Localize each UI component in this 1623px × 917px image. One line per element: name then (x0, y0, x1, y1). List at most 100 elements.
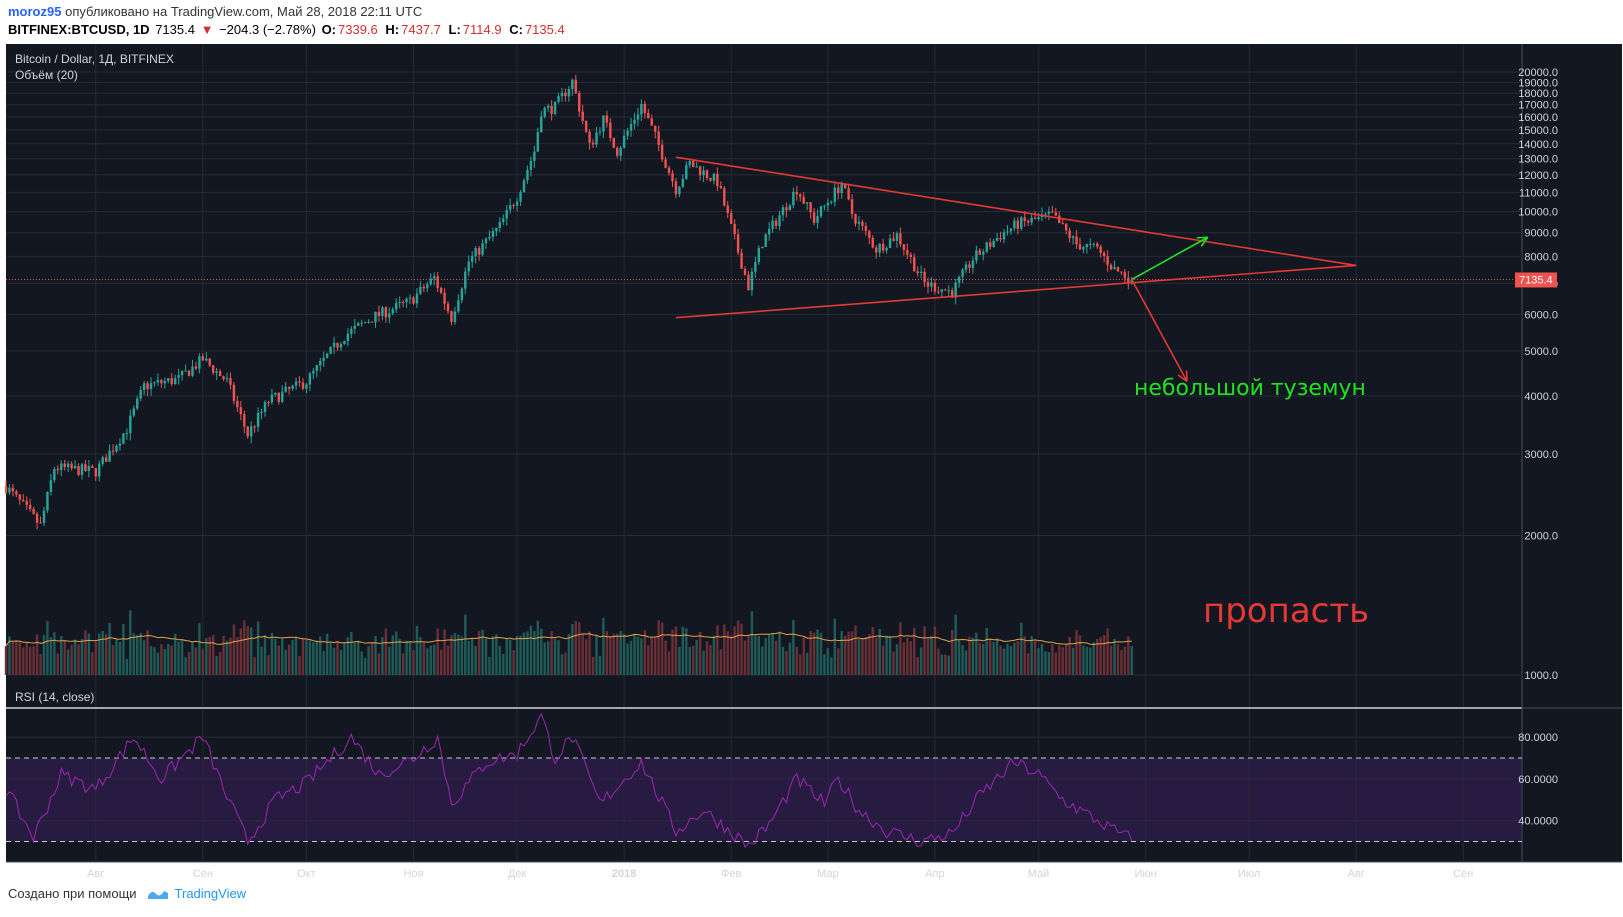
candle-body (502, 218, 505, 222)
trendline (675, 264, 1357, 319)
candle-body (1068, 230, 1071, 239)
volume-bar (1020, 622, 1023, 675)
volume-bar (685, 628, 688, 675)
volume-bar (843, 635, 847, 675)
candle-body (374, 311, 377, 323)
close-label: C: (509, 22, 523, 37)
volume-bar (964, 650, 968, 675)
volume-bar (132, 633, 135, 675)
candle-body (843, 183, 847, 189)
candle-body (633, 119, 636, 124)
volume-bar (747, 635, 750, 675)
candle-body (305, 384, 308, 389)
candle-body (495, 227, 498, 232)
candle-body (325, 353, 329, 358)
candle-body (995, 237, 999, 241)
volume-bar (975, 632, 978, 675)
volume-bar (788, 642, 792, 675)
volume-bar (194, 647, 198, 675)
price-tick-label: 14000.0 (1518, 139, 1558, 151)
volume-bar (426, 648, 429, 675)
candle-body (484, 238, 488, 244)
volume-bar (1106, 628, 1109, 675)
price-tick-label: 16000.0 (1518, 112, 1558, 124)
candle-body (543, 107, 546, 117)
candle-body (118, 443, 122, 446)
volume-bar (139, 632, 142, 675)
volume-bar (899, 622, 902, 675)
volume-bar (781, 646, 785, 675)
candle-body (923, 271, 926, 283)
candle-body (660, 144, 664, 160)
price-tick-label: 20000.0 (1518, 67, 1558, 79)
volume-bar (546, 641, 550, 675)
candle-body (988, 242, 992, 247)
volume-bar (122, 624, 125, 675)
price-tick-label: 3000.0 (1524, 449, 1558, 461)
candle-body (647, 112, 650, 119)
candle-body (643, 103, 647, 113)
candle-body (391, 309, 394, 314)
author-link[interactable]: moroz95 (8, 4, 62, 19)
volume-bar (985, 627, 988, 675)
volume-bar (1016, 641, 1020, 675)
candle-body (77, 466, 80, 476)
candle-body (1009, 228, 1013, 232)
volume-bar (553, 638, 557, 675)
volume-bar (854, 625, 857, 675)
candle-body (736, 234, 740, 253)
trendline (675, 156, 1357, 267)
volume-bar (439, 649, 443, 675)
volume-bar (826, 648, 830, 675)
candle-body (433, 276, 436, 279)
volume-bar (1071, 647, 1075, 675)
candle-body (201, 356, 205, 361)
bearish-annotation: пропасть (1203, 591, 1369, 631)
volume-bar (909, 641, 912, 675)
volume-bar (871, 627, 874, 675)
candle-body (243, 414, 246, 427)
candle-body (1006, 231, 1009, 233)
volume-bar (805, 652, 809, 675)
candle-body (1002, 232, 1006, 240)
volume-bar (284, 649, 287, 675)
candle-body (464, 271, 467, 289)
candle-body (871, 237, 874, 248)
volume-bar (1102, 635, 1106, 675)
candle-body (940, 289, 944, 292)
candle-body (885, 247, 888, 251)
candle-body (616, 147, 619, 156)
volume-bar (605, 631, 609, 675)
volume-bar (540, 628, 543, 675)
tradingview-link[interactable]: TradingView (174, 886, 247, 901)
time-tick-label: Дек (508, 868, 527, 880)
volume-bar (522, 632, 526, 675)
candle-body (788, 205, 792, 211)
bullish-annotation: небольшой туземун (1134, 376, 1366, 401)
volume-bar (995, 638, 999, 675)
volume-bar (633, 633, 636, 675)
volume-bar (508, 639, 512, 675)
candle-body (816, 216, 819, 223)
candle-body (339, 344, 343, 348)
candle-body (878, 243, 881, 253)
volume-bar (146, 630, 149, 675)
volume-bar (529, 625, 533, 675)
volume-bar (1099, 636, 1102, 675)
volume-bar (325, 633, 329, 675)
candle-body (405, 298, 408, 303)
arrowhead-icon (1196, 236, 1208, 239)
candle-body (436, 276, 439, 288)
candle-body (4, 486, 8, 493)
volume-bar (567, 634, 571, 675)
rsi-pane (5, 712, 1522, 848)
rsi-tick-label: 80.0000 (1518, 732, 1558, 744)
candle-body (298, 381, 301, 383)
candle-body (177, 375, 180, 378)
candle-body (111, 450, 115, 452)
volume-bar (108, 622, 111, 675)
candle-body (536, 132, 540, 152)
volume-bar (118, 641, 122, 675)
candle-body (395, 302, 398, 310)
